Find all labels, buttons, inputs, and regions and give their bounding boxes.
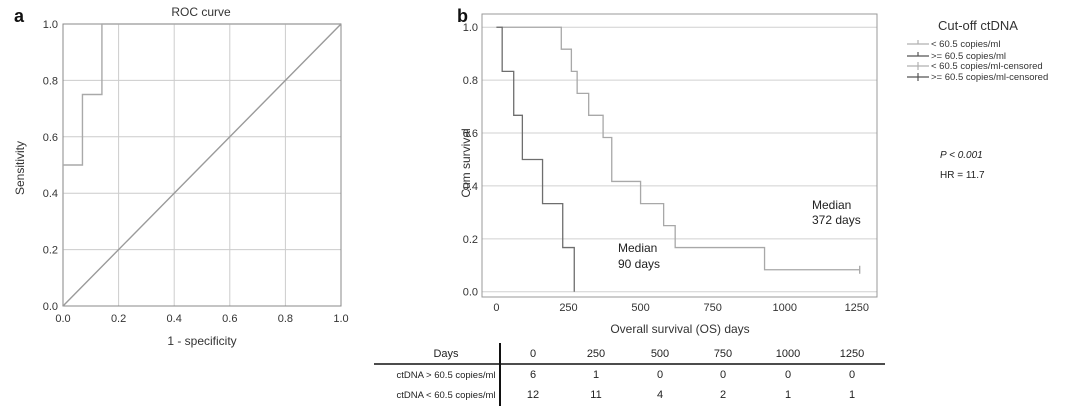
risk-table-row-label: ctDNA < 60.5 copies/ml (396, 390, 495, 401)
risk-table-cell: 1 (593, 369, 599, 381)
risk-table-header-cell: 1000 (776, 348, 800, 360)
legend-entry-high: >= 60.5 copies/ml (931, 51, 1006, 62)
km-legend: Cut-off ctDNA < 60.5 copies/ml >= 60.5 c… (907, 18, 1048, 83)
risk-table-cell: 1 (849, 389, 855, 401)
roc-y-tick-label: 0.4 (43, 188, 58, 200)
roc-chart: ROC curve 0.0 0.2 0.4 0.6 0.8 1.0 0.0 0.2 0.4 0.6… (13, 5, 349, 348)
risk-table-cell: 0 (657, 369, 663, 381)
roc-x-tick-label: 0.8 (278, 313, 293, 325)
risk-table-row-label: ctDNA > 60.5 copies/ml (396, 370, 495, 381)
legend-entry-low: < 60.5 copies/ml (931, 39, 1000, 50)
roc-x-tick-label: 0.4 (167, 313, 182, 325)
km-median-low-label: Median (618, 241, 657, 255)
risk-table-cell: 12 (527, 389, 539, 401)
risk-table-header-cell: 500 (651, 348, 669, 360)
risk-table-header-cell: 1250 (840, 348, 864, 360)
risk-table-cell: 0 (785, 369, 791, 381)
risk-table-cell: 11 (590, 389, 601, 401)
km-series-high-line (496, 26, 575, 292)
roc-y-tick-label: 0.2 (43, 245, 58, 257)
roc-title: ROC curve (171, 5, 231, 19)
km-x-tick-label: 0 (493, 302, 499, 314)
km-x-tick-label: 250 (559, 302, 577, 314)
legend-title: Cut-off ctDNA (938, 18, 1018, 33)
km-series-low-line (496, 26, 860, 271)
roc-x-tick-label: 1.0 (333, 313, 348, 325)
risk-table-cell: 6 (530, 369, 536, 381)
km-p-value: P < 0.001 (940, 150, 983, 161)
roc-y-axis-label: Sensitivity (13, 141, 27, 195)
km-y-tick-label: 0.4 (463, 181, 478, 193)
legend-entry-high-censored: >= 60.5 copies/ml-censored (931, 72, 1048, 83)
roc-y-tick-label: 1.0 (43, 19, 58, 31)
roc-series (62, 23, 342, 307)
roc-x-tick-label: 0.6 (222, 313, 237, 325)
km-y-axis-label: Cum survival (459, 128, 473, 197)
risk-table-cell: 1 (785, 389, 791, 401)
km-y-tick-label: 0.6 (463, 128, 478, 140)
risk-table-cell: 2 (720, 389, 726, 401)
km-chart: 0.0 0.2 0.4 0.6 0.8 1.0 0 250 500 750 1000 1250 Ove… (459, 13, 985, 336)
km-x-tick-label: 1000 (772, 302, 796, 314)
km-median-high-label: Median (812, 198, 851, 212)
km-y-tick-label: 0.0 (463, 287, 478, 299)
panel-label-b: b (457, 6, 468, 26)
roc-x-tick-label: 0.0 (55, 313, 70, 325)
roc-x-axis-label: 1 - specificity (167, 334, 236, 348)
roc-y-tick-label: 0.8 (43, 75, 58, 87)
risk-table-header-cell: 0 (530, 348, 536, 360)
km-gridlines (482, 26, 877, 293)
km-series (496, 26, 861, 292)
roc-curve-line (62, 23, 341, 306)
km-hazard-ratio: HR = 11.7 (940, 170, 985, 181)
km-x-tick-label: 1250 (845, 302, 869, 314)
roc-y-tick-label: 0.0 (43, 301, 58, 313)
km-y-tick-label: 1.0 (463, 22, 478, 34)
risk-table-header-cell: 250 (587, 348, 605, 360)
km-x-axis-label: Overall survival (OS) days (610, 322, 749, 336)
roc-tick-labels: 0.0 0.2 0.4 0.6 0.8 1.0 0.0 0.2 0.4 0.6 0.8 1.0 (43, 19, 349, 325)
roc-y-tick-label: 0.6 (43, 132, 58, 144)
risk-table-cell: 0 (849, 369, 855, 381)
km-tick-labels: 0.0 0.2 0.4 0.6 0.8 1.0 0 250 500 750 1000 1250 (463, 22, 869, 314)
panel-label-a: a (14, 6, 25, 26)
roc-x-tick-label: 0.2 (111, 313, 126, 325)
legend-entry-low-censored: < 60.5 copies/ml-censored (931, 61, 1043, 72)
km-plot-frame (481, 13, 878, 298)
risk-table-cell: 0 (720, 369, 726, 381)
km-y-tick-label: 0.8 (463, 75, 478, 87)
km-x-tick-label: 750 (703, 302, 721, 314)
km-median-high-days: 372 days (812, 213, 861, 227)
km-median-low-days: 90 days (618, 257, 660, 271)
risk-table-header-cell: Days (433, 348, 459, 360)
km-x-tick-label: 500 (631, 302, 649, 314)
risk-table-header-cell: 750 (714, 348, 732, 360)
km-y-tick-label: 0.2 (463, 234, 478, 246)
roc-reference-line (62, 23, 342, 307)
risk-table-cell: 4 (657, 389, 663, 401)
